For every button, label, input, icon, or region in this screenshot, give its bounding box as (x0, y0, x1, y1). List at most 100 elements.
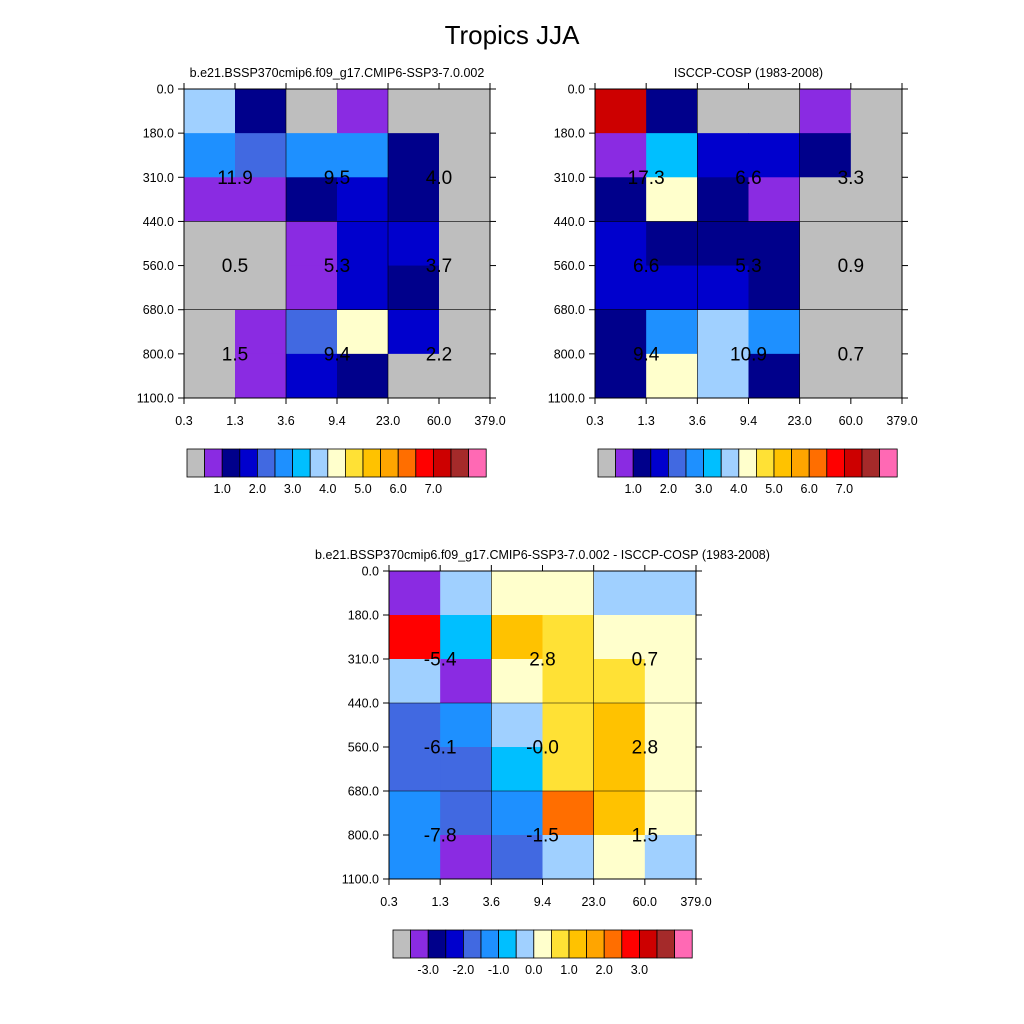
cell-value-label: 2.8 (529, 650, 555, 671)
cell-value-label: -6.1 (424, 738, 457, 759)
colorbar: 1.0 2.0 3.0 4.0 5.0 6.0 7.0 (186, 448, 487, 496)
colorbar-box (533, 929, 552, 959)
heatmap-cell (235, 265, 287, 311)
heatmap-cell (439, 353, 491, 399)
heatmap-cell (697, 221, 749, 267)
cell-value-label: 0.7 (838, 344, 864, 365)
colorbar-tick-label: -3.0 (417, 963, 439, 977)
heatmap-cell (337, 177, 389, 222)
x-tick-label: 1.3 (431, 895, 448, 909)
colorbar-tick-label: -2.0 (453, 963, 475, 977)
heatmap-cell (286, 221, 338, 267)
figure-title: Tropics JJA (445, 20, 580, 50)
heatmap-cell (235, 309, 287, 355)
heatmap-cell (388, 133, 440, 178)
colorbar-tick-label: 1.0 (214, 482, 231, 496)
colorbar-box (568, 929, 588, 959)
panel-title: b.e21.BSSP370cmip6.f09_g17.CMIP6-SSP3-7.… (315, 548, 770, 562)
heatmap-cell (491, 791, 543, 836)
cell-value-label: 17.3 (628, 168, 665, 189)
cell-value-label: 2.2 (426, 344, 452, 365)
cell-value-label: 5.3 (324, 256, 350, 277)
colorbar-box (685, 448, 705, 478)
heatmap-cell (491, 659, 543, 704)
cell-value-label: 5.3 (735, 256, 761, 277)
cell-value-label: 6.6 (633, 256, 659, 277)
y-tick-label: 310.0 (143, 171, 174, 185)
colorbar-box (826, 448, 845, 478)
colorbar-tick-label: 0.0 (525, 963, 542, 977)
heatmap-cell (235, 221, 287, 267)
heatmap-cell (646, 133, 698, 178)
heatmap-cell (184, 89, 236, 134)
y-tick-label: 1100.0 (548, 392, 585, 406)
heatmap-cell (389, 791, 441, 836)
cell-value-label: 11.9 (217, 168, 253, 189)
colorbar-box (410, 929, 429, 959)
colorbar-tick-label: 2.0 (660, 482, 677, 496)
colorbar-tick-label: 5.0 (354, 482, 371, 496)
y-tick-label: 800.0 (554, 347, 585, 361)
heatmap-cell (799, 265, 852, 311)
heatmap-cell (646, 221, 698, 267)
heatmap-cell (439, 89, 491, 134)
heatmap-cell (697, 177, 749, 222)
y-tick-label: 0.0 (568, 83, 585, 97)
heatmap-cell (184, 265, 236, 311)
x-tick-label: 9.4 (740, 414, 757, 428)
heatmap-cell (439, 221, 491, 267)
colorbar-box (480, 929, 500, 959)
colorbar-box (221, 448, 241, 478)
y-tick-label: 310.0 (348, 653, 379, 667)
colorbar-tick-label: 3.0 (284, 482, 301, 496)
heatmap-cell (491, 703, 543, 748)
heatmap-cell (799, 133, 852, 178)
heatmap-cell (799, 89, 852, 134)
heatmap-cell (184, 353, 236, 399)
colorbar-box (468, 448, 487, 478)
heatmap-cell (595, 177, 647, 222)
heatmap-cell (235, 133, 287, 178)
heatmap-cell (235, 353, 287, 399)
heatmap-cell (799, 177, 852, 222)
colorbar-tick-label: 1.0 (625, 482, 642, 496)
colorbar-box (432, 448, 452, 478)
y-tick-label: 180.0 (348, 609, 379, 623)
cell-value-label: -5.4 (424, 650, 457, 671)
x-tick-label: 23.0 (787, 414, 811, 428)
heatmap-cell (491, 835, 543, 880)
cell-value-label: 9.4 (324, 344, 351, 365)
x-tick-label: 9.4 (328, 414, 345, 428)
heatmap-cell (491, 747, 543, 792)
y-tick-label: 800.0 (143, 347, 174, 361)
colorbar-box (668, 448, 687, 478)
cell-value-label: 0.5 (222, 256, 248, 277)
heatmap-cell (595, 265, 647, 311)
heatmap-cell (748, 177, 801, 222)
cell-value-label: -0.0 (526, 738, 559, 759)
panel-title: b.e21.BSSP370cmip6.f09_g17.CMIP6-SSP3-7.… (190, 66, 485, 80)
heatmap-cell (491, 571, 543, 616)
heatmap-cell (799, 309, 852, 355)
x-tick-label: 3.6 (689, 414, 706, 428)
cell-value-label: 10.9 (730, 344, 767, 365)
heatmap-cell (389, 835, 441, 880)
colorbar-tick-label: 2.0 (249, 482, 266, 496)
cell-value-label: 3.7 (426, 256, 452, 277)
cell-value-label: -1.5 (526, 826, 559, 847)
cell-value-label: 3.3 (838, 168, 864, 189)
heatmap-cell (440, 835, 492, 880)
panel-title: ISCCP-COSP (1983-2008) (674, 66, 823, 80)
colorbar-box (427, 929, 447, 959)
heatmap-cell (542, 659, 595, 704)
heatmap-cell (491, 615, 543, 660)
x-tick-label: 3.6 (277, 414, 294, 428)
colorbar-box (791, 448, 810, 478)
heatmap-cell (439, 133, 491, 178)
heatmap-cell (337, 89, 389, 134)
heatmap-cell (595, 221, 647, 267)
heatmap-cell (850, 177, 903, 222)
y-tick-label: 800.0 (348, 829, 379, 843)
colorbar-box (239, 448, 258, 478)
colorbar-box (861, 448, 881, 478)
